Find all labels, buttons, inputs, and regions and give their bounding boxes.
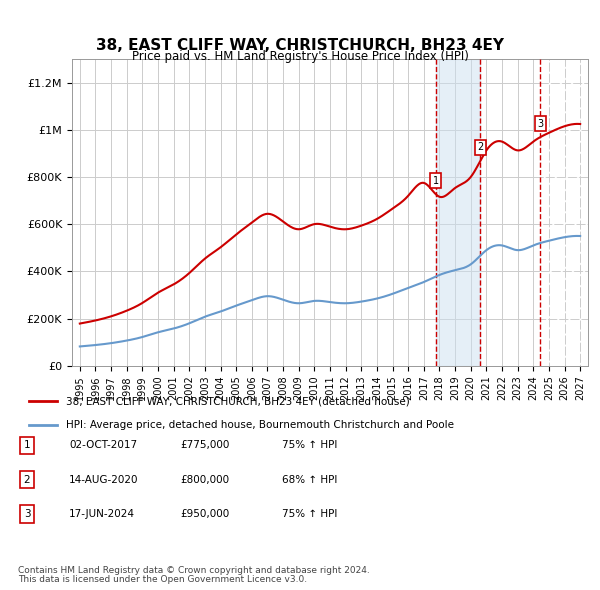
Text: 02-OCT-2017: 02-OCT-2017 (69, 441, 137, 450)
Text: 68% ↑ HPI: 68% ↑ HPI (282, 475, 337, 484)
Text: HPI: Average price, detached house, Bournemouth Christchurch and Poole: HPI: Average price, detached house, Bour… (66, 419, 454, 430)
Text: 2: 2 (23, 475, 31, 484)
Text: Price paid vs. HM Land Registry's House Price Index (HPI): Price paid vs. HM Land Registry's House … (131, 50, 469, 63)
Text: 38, EAST CLIFF WAY, CHRISTCHURCH, BH23 4EY (detached house): 38, EAST CLIFF WAY, CHRISTCHURCH, BH23 4… (66, 396, 410, 407)
Text: This data is licensed under the Open Government Licence v3.0.: This data is licensed under the Open Gov… (18, 575, 307, 584)
Text: £950,000: £950,000 (180, 509, 229, 519)
Text: 17-JUN-2024: 17-JUN-2024 (69, 509, 135, 519)
Text: 1: 1 (23, 441, 31, 450)
Text: 1: 1 (433, 176, 439, 186)
Text: Contains HM Land Registry data © Crown copyright and database right 2024.: Contains HM Land Registry data © Crown c… (18, 566, 370, 575)
Text: 38, EAST CLIFF WAY, CHRISTCHURCH, BH23 4EY: 38, EAST CLIFF WAY, CHRISTCHURCH, BH23 4… (96, 38, 504, 53)
Text: 2: 2 (477, 142, 484, 152)
Text: 3: 3 (538, 119, 544, 129)
Text: 75% ↑ HPI: 75% ↑ HPI (282, 441, 337, 450)
Text: 3: 3 (23, 509, 31, 519)
Bar (436, 59, 481, 366)
Text: 75% ↑ HPI: 75% ↑ HPI (282, 509, 337, 519)
Text: £800,000: £800,000 (180, 475, 229, 484)
Text: £775,000: £775,000 (180, 441, 229, 450)
Text: 14-AUG-2020: 14-AUG-2020 (69, 475, 139, 484)
Bar (541, 59, 588, 366)
